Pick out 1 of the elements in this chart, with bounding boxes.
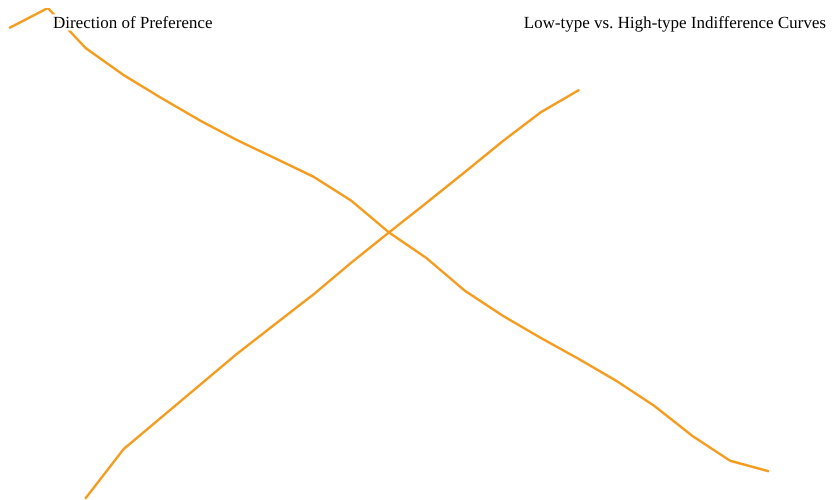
chart-title: Low-type vs. High-type Indifference Curves xyxy=(524,13,826,32)
